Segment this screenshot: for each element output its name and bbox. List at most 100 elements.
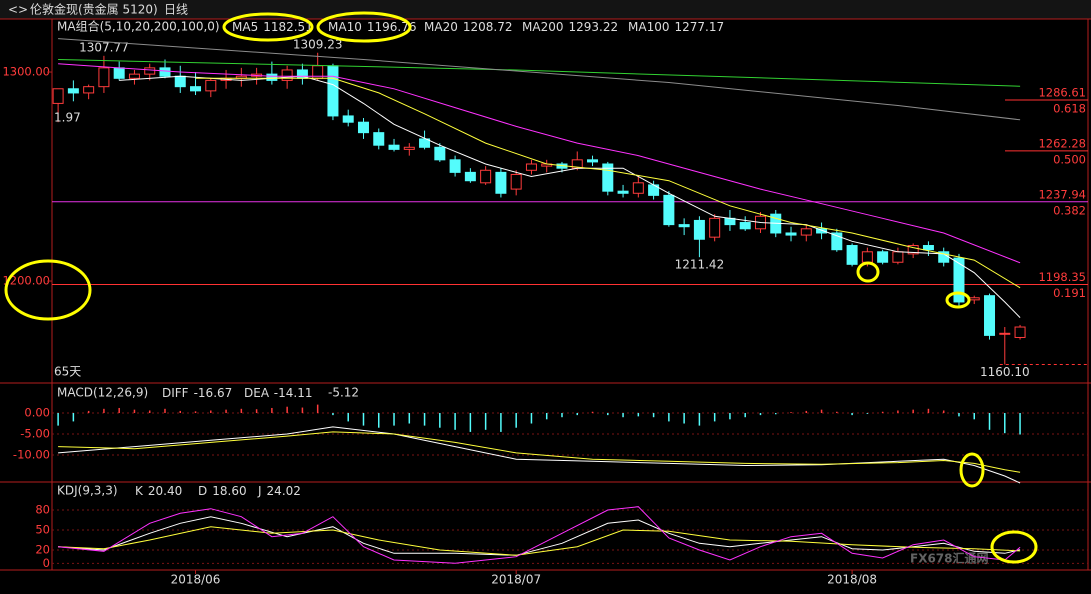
legend-value: -16.67 xyxy=(194,386,233,400)
candle-body xyxy=(83,86,95,94)
macd-bar xyxy=(591,411,594,414)
legend-entry: J 24.02 xyxy=(257,484,301,498)
legend-name: MA100 xyxy=(628,20,669,34)
macd-bar xyxy=(225,409,227,414)
candle-body xyxy=(693,219,705,240)
y-tick-label: 1300.00 xyxy=(2,65,50,79)
extreme-label: 1211.42 xyxy=(675,258,725,272)
macd-bar xyxy=(576,413,579,416)
watermark: FX678汇通网 xyxy=(910,551,989,566)
macd-bar xyxy=(545,413,548,420)
macd-bar xyxy=(607,413,609,416)
level-ratio: 0.500 xyxy=(1053,152,1086,166)
candle-body xyxy=(999,332,1011,335)
macd-bar xyxy=(790,412,792,414)
legend-value: 1293.22 xyxy=(568,20,618,34)
macd-bar xyxy=(729,413,731,420)
candle-body xyxy=(861,251,873,263)
instrument[interactable]: 伦敦金现(贵金属 5120) xyxy=(30,2,158,17)
macd-bar xyxy=(622,413,624,418)
candle-body xyxy=(495,171,507,194)
macd-bar xyxy=(958,413,960,417)
macd-bar xyxy=(194,411,197,414)
legend-name: DIFF xyxy=(162,386,189,400)
macd-bar xyxy=(118,407,120,414)
top-bar-icon[interactable]: <> xyxy=(8,3,28,17)
macd-bar xyxy=(484,413,487,430)
macd-bar xyxy=(255,409,258,414)
legend-value: -14.11 xyxy=(274,386,313,400)
candle-body xyxy=(174,75,186,88)
legend-entry: D 18.60 xyxy=(198,484,247,498)
macd-bar xyxy=(408,413,411,424)
macd-bar xyxy=(301,407,304,414)
plot-area: 1300.00 1200.00 MA组合(5,10,20,200,100,0) 128… xyxy=(2,19,1088,587)
macd-bar xyxy=(820,409,823,414)
candle-body xyxy=(632,182,644,194)
macd-bar xyxy=(378,413,380,428)
legend-name: J xyxy=(257,484,262,498)
candle-body xyxy=(128,73,140,79)
highlight xyxy=(856,261,880,283)
highlight xyxy=(316,11,412,43)
candle-body xyxy=(113,67,125,79)
macd-bar xyxy=(286,406,288,414)
clipped-label: 1.97 xyxy=(54,111,81,125)
candle-body xyxy=(922,245,934,251)
candle-body xyxy=(587,159,599,163)
macd-bar xyxy=(469,413,472,432)
candle-body xyxy=(159,67,171,77)
candle-body xyxy=(953,257,965,303)
highlight xyxy=(222,12,314,42)
legend-name: DEA xyxy=(244,386,270,400)
macd-bar xyxy=(439,413,441,428)
series-line xyxy=(58,59,1021,87)
level-price: 1237.94 xyxy=(1038,187,1086,201)
y-tick-label: 50 xyxy=(35,523,50,537)
level-ratio: 0.618 xyxy=(1053,102,1086,116)
macd-bar xyxy=(759,413,762,416)
macd-bar xyxy=(454,413,456,430)
candle-body xyxy=(388,144,400,150)
series-line xyxy=(58,38,1021,121)
candle-body xyxy=(892,251,904,263)
level-price: 1286.61 xyxy=(1038,86,1086,100)
macd-bar xyxy=(805,410,808,414)
candle-body xyxy=(403,146,415,150)
period[interactable]: 日线 xyxy=(164,3,188,17)
candle-body xyxy=(678,224,690,228)
legend-name: MA10 xyxy=(328,20,362,34)
candle-body xyxy=(464,171,476,182)
candle-body xyxy=(1014,326,1026,338)
highlight-rings xyxy=(4,11,1038,564)
macd-bar xyxy=(347,413,349,422)
candle-body xyxy=(327,65,339,117)
macd-bar xyxy=(774,413,777,415)
candle-body xyxy=(984,295,996,336)
candle-body xyxy=(846,245,858,265)
series-line xyxy=(58,431,1021,473)
period-label: 65天 xyxy=(54,365,81,379)
series-line xyxy=(58,506,1021,564)
candle-body xyxy=(907,245,919,255)
macd-bar xyxy=(271,407,273,414)
candle-body xyxy=(419,138,431,148)
legend-value: 20.40 xyxy=(148,484,182,498)
macd-bar xyxy=(500,413,502,432)
candle-body xyxy=(357,121,369,134)
x-tick-label: 2018/06 xyxy=(171,573,221,587)
candle-body xyxy=(602,163,614,192)
macd-bar xyxy=(103,408,105,414)
highlight xyxy=(4,259,92,321)
macd-bar xyxy=(164,408,166,414)
y-tick-label: 0 xyxy=(43,556,50,570)
candle-body xyxy=(800,228,812,236)
y-tick-label: 80 xyxy=(35,503,50,517)
macd-bar xyxy=(72,413,75,422)
extreme-label: 1309.23 xyxy=(293,37,343,51)
macd-bar xyxy=(866,413,869,414)
candle-body xyxy=(663,194,675,226)
macd-bar xyxy=(530,413,533,424)
